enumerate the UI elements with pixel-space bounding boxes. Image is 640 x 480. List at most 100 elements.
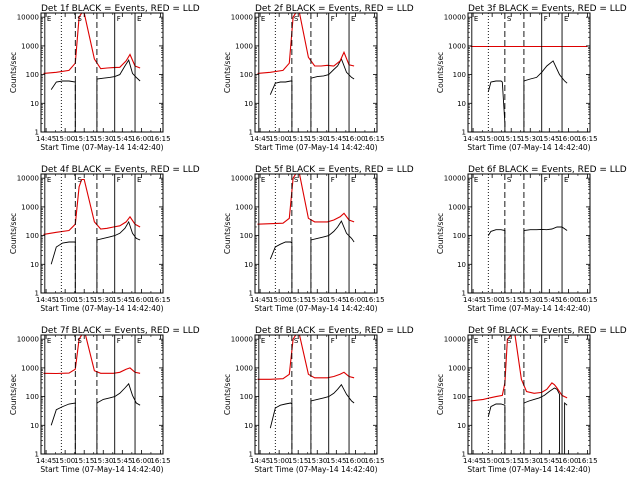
x-axis-label: Start Time (07-May-14 14:42:40)	[254, 304, 377, 313]
marker-label: E	[47, 176, 51, 184]
x-tick-label: 15:30	[307, 296, 327, 304]
y-tick-label: 1000	[21, 42, 39, 50]
plot-frame	[467, 12, 591, 133]
x-tick-label: 16:15	[150, 296, 170, 304]
x-tick-label: 15:45	[326, 135, 346, 143]
x-tick-label: 15:15	[288, 296, 308, 304]
y-tick-label: 1	[35, 290, 39, 298]
x-tick-label: 15:45	[539, 135, 559, 143]
marker-label: S	[294, 337, 299, 345]
y-tick-label: 1000	[21, 203, 39, 211]
marker-label: E	[564, 15, 568, 23]
x-tick-label: 15:30	[307, 135, 327, 143]
marker-label: E	[47, 337, 51, 345]
panel-title: Det 6f BLACK = Events, RED = LLD	[468, 165, 627, 175]
red-lld-series	[257, 335, 355, 380]
panel-title: Det 9f BLACK = Events, RED = LLD	[468, 326, 627, 336]
x-tick-label: 16:00	[131, 296, 151, 304]
y-axis-label: Counts/sec	[436, 213, 445, 254]
y-axis-label: Counts/sec	[223, 374, 232, 415]
y-tick-label: 10	[457, 422, 466, 430]
x-tick-label: 15:00	[269, 135, 289, 143]
x-tick-label: 15:30	[520, 296, 540, 304]
marker-label: F	[117, 337, 121, 345]
marker-label: S	[294, 176, 299, 184]
x-tick-label: 15:30	[520, 135, 540, 143]
y-tick-label: 1	[35, 451, 39, 459]
y-tick-label: 100	[240, 232, 253, 240]
x-tick-label: 15:00	[482, 296, 502, 304]
x-axis-label: Start Time (07-May-14 14:42:40)	[40, 465, 163, 474]
x-tick-label: 15:00	[269, 296, 289, 304]
x-tick-label: 15:00	[269, 457, 289, 465]
x-tick-label: 15:45	[326, 457, 346, 465]
y-tick-label: 100	[453, 232, 466, 240]
y-tick-label: 1000	[235, 364, 253, 372]
x-tick-label: 16:00	[345, 457, 365, 465]
red-lld-series	[257, 13, 355, 74]
x-tick-label: 15:15	[501, 296, 521, 304]
x-tick-label: 15:15	[501, 135, 521, 143]
y-axis-label: Counts/sec	[223, 52, 232, 93]
y-tick-label: 10	[457, 100, 466, 108]
y-tick-label: 10000	[231, 14, 253, 22]
y-tick-label: 10	[30, 261, 39, 269]
panel-title: Det 5f BLACK = Events, RED = LLD	[255, 165, 414, 175]
y-tick-label: 1	[462, 129, 466, 137]
plot-frame	[40, 334, 164, 455]
marker-label: E	[564, 176, 568, 184]
x-tick-label: 14:45	[250, 457, 270, 465]
y-tick-label: 100	[26, 71, 39, 79]
x-axis-label: Start Time (07-May-14 14:42:40)	[467, 304, 590, 313]
red-lld-series	[43, 335, 141, 375]
marker-label: E	[137, 176, 141, 184]
x-tick-label: 16:15	[577, 135, 597, 143]
y-tick-label: 10	[244, 422, 253, 430]
y-tick-label: 10000	[444, 336, 466, 344]
x-tick-label: 15:00	[55, 135, 75, 143]
y-axis-label: Counts/sec	[436, 52, 445, 93]
marker-label: E	[137, 337, 141, 345]
y-tick-label: 10000	[17, 175, 39, 183]
y-tick-label: 100	[453, 393, 466, 401]
panel-title: Det 1f BLACK = Events, RED = LLD	[41, 4, 200, 14]
red-lld-series	[43, 13, 141, 74]
y-tick-label: 100	[26, 393, 39, 401]
marker-label: E	[474, 337, 478, 345]
x-tick-label: 16:15	[577, 457, 597, 465]
x-tick-label: 14:45	[36, 457, 56, 465]
y-tick-label: 1	[249, 451, 253, 459]
x-tick-label: 16:00	[558, 457, 578, 465]
y-tick-label: 1	[462, 290, 466, 298]
y-tick-label: 100	[26, 232, 39, 240]
marker-label: S	[77, 337, 82, 345]
x-tick-label: 15:00	[55, 457, 75, 465]
plot-frame	[254, 173, 378, 294]
x-axis-label: Start Time (07-May-14 14:42:40)	[467, 465, 590, 474]
x-tick-label: 14:45	[463, 457, 483, 465]
black-events-series	[50, 220, 141, 293]
x-tick-label: 15:00	[55, 296, 75, 304]
x-tick-label: 16:15	[364, 457, 384, 465]
x-tick-label: 15:15	[501, 457, 521, 465]
marker-label: F	[331, 15, 335, 23]
black-events-series	[487, 60, 568, 132]
marker-label: E	[474, 15, 478, 23]
panel-title: Det 8f BLACK = Events, RED = LLD	[255, 326, 414, 336]
black-events-series	[487, 387, 568, 454]
x-tick-label: 15:30	[93, 296, 113, 304]
x-tick-label: 15:45	[112, 135, 132, 143]
marker-label: F	[117, 15, 121, 23]
x-tick-label: 15:30	[520, 457, 540, 465]
marker-label: S	[294, 15, 299, 23]
x-tick-label: 16:15	[364, 296, 384, 304]
x-axis-label: Start Time (07-May-14 14:42:40)	[254, 465, 377, 474]
x-tick-label: 16:00	[131, 457, 151, 465]
red-lld-series	[470, 335, 568, 402]
marker-label: E	[261, 15, 265, 23]
marker-label: F	[331, 176, 335, 184]
x-tick-label: 15:15	[288, 457, 308, 465]
